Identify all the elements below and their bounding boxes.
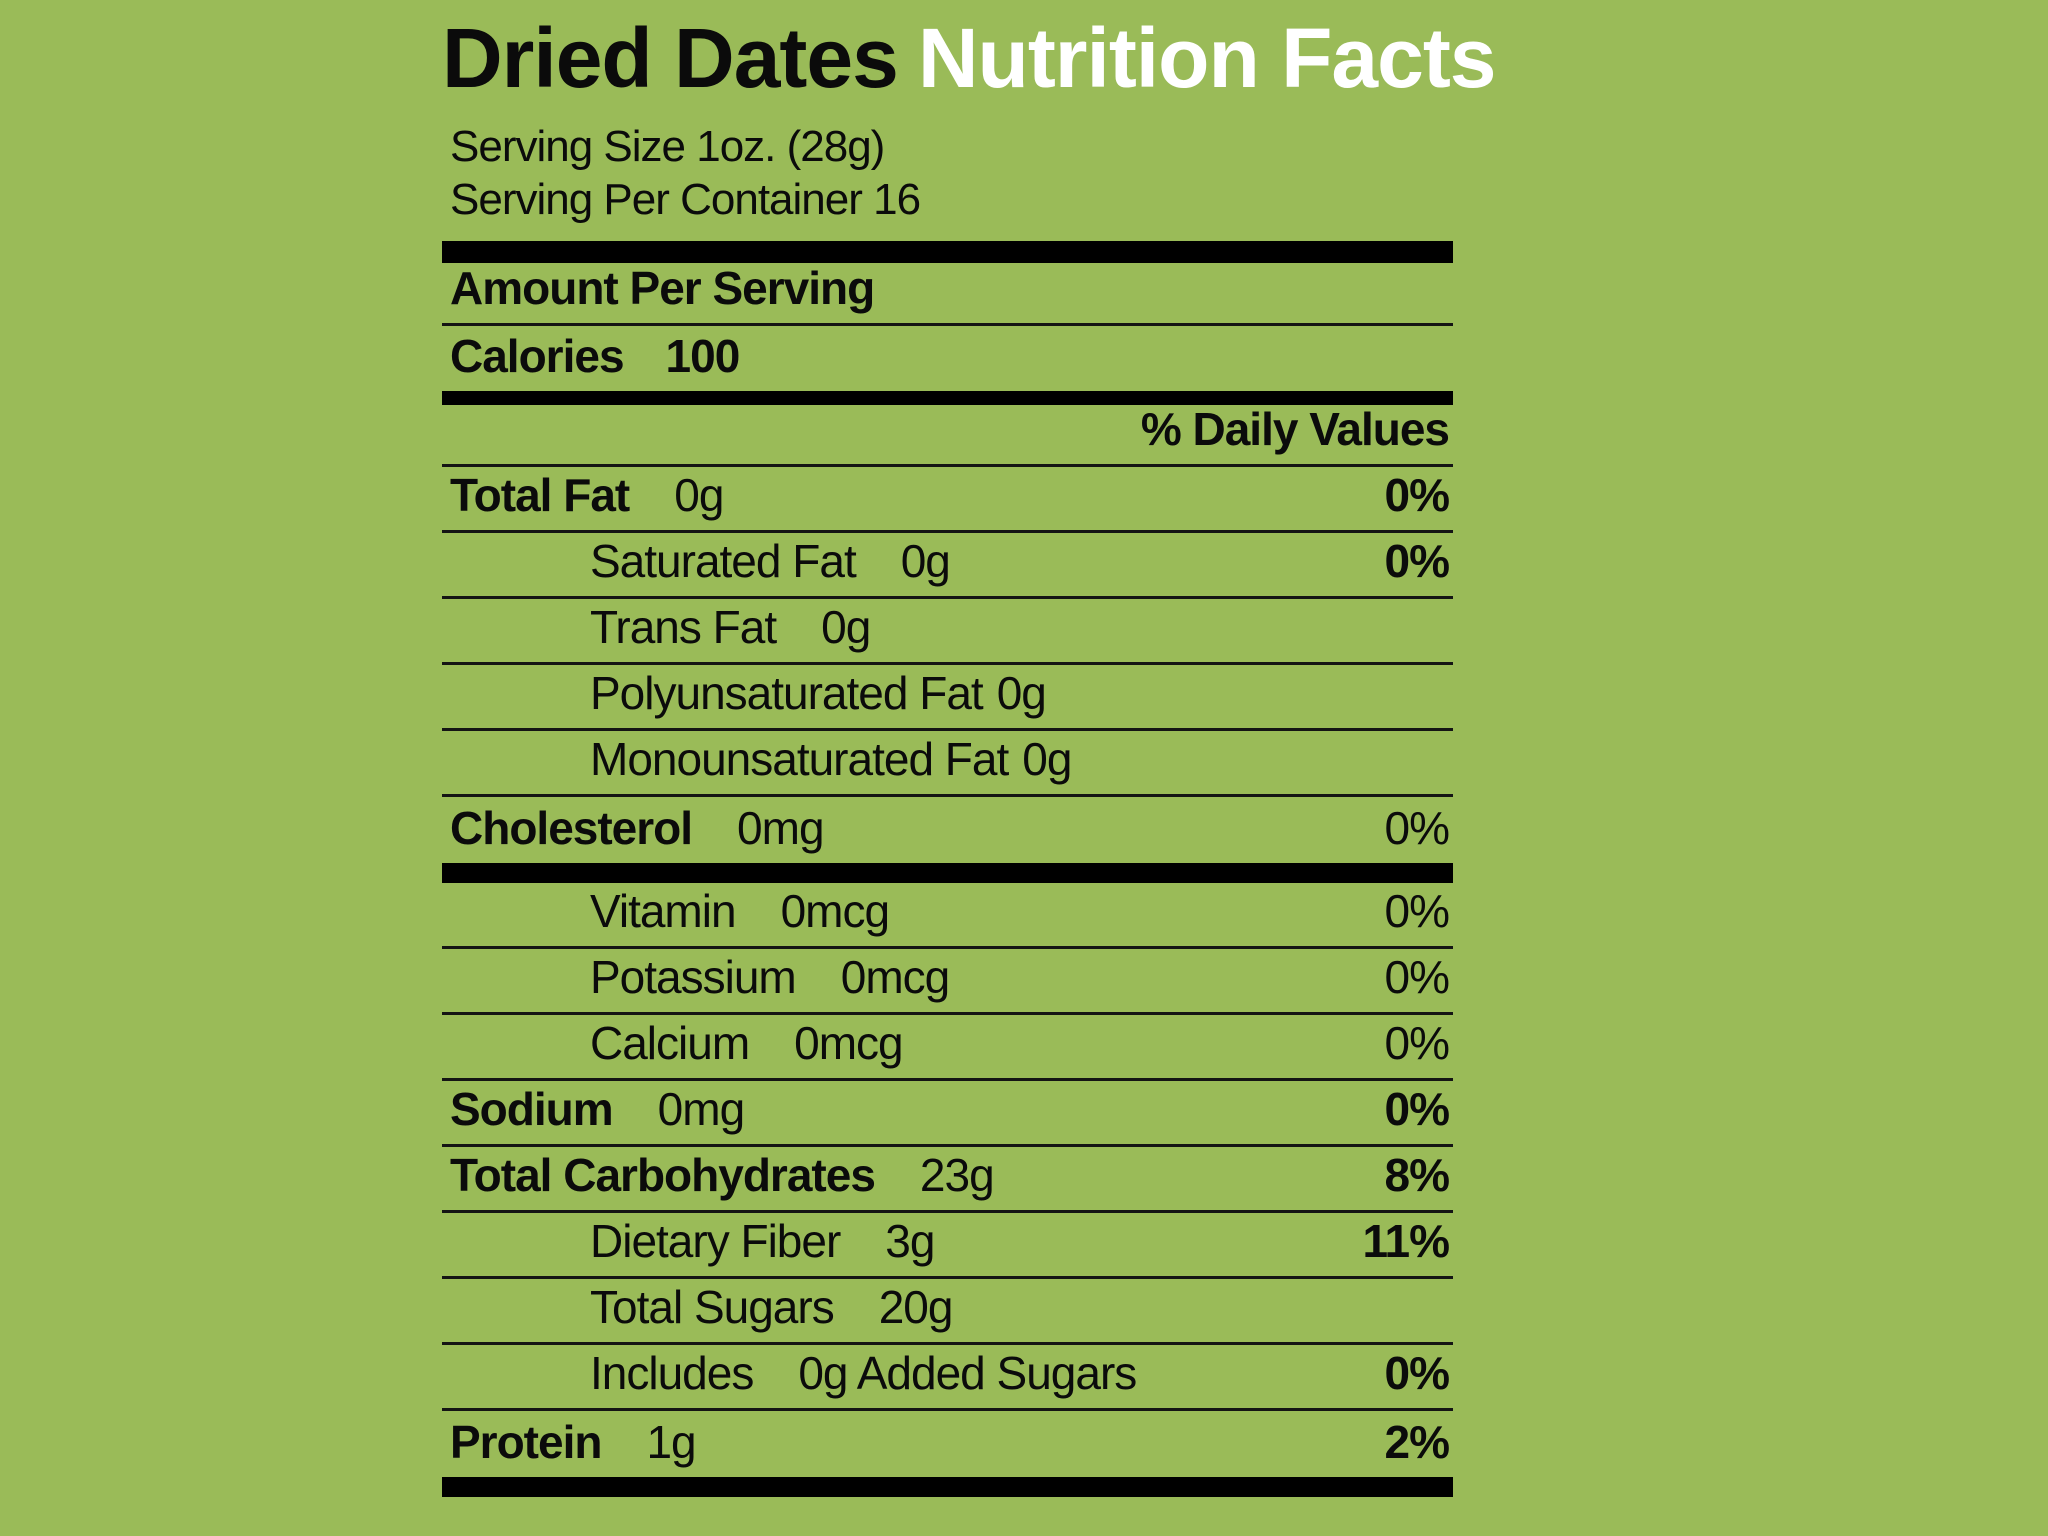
nutrient-row: Total Carbohydrates 23g 8%: [442, 1147, 1453, 1213]
nutrient-amount: 0g: [674, 469, 724, 521]
amount-per-serving-row: Amount Per Serving: [442, 262, 1453, 326]
nutrient-name: Saturated Fat: [590, 535, 857, 587]
nutrient-rows: Total Fat 0g 0% Saturated Fat 0g 0% Tran…: [442, 467, 1453, 1497]
nutrient-row: Total Fat 0g 0%: [442, 467, 1453, 533]
nutrient-amount: 0g: [996, 667, 1047, 719]
title-suffix: Nutrition Facts: [917, 11, 1497, 105]
nutrient-row: Calcium 0mcg 0%: [442, 1015, 1453, 1081]
nutrient-row: Vitamin 0mcg 0%: [442, 883, 1453, 949]
nutrient-name: Calcium: [590, 1017, 750, 1069]
nutrient-name: Vitamin: [590, 885, 737, 937]
nutrient-amount: 0mcg: [794, 1017, 903, 1069]
nutrient-name: Monounsaturated Fat: [590, 733, 1009, 785]
product-name: Dried Dates: [442, 11, 899, 105]
nutrient-row: Monounsaturated Fat 0g: [442, 731, 1453, 797]
nutrient-amount: 0mcg: [780, 885, 890, 937]
calories-value: 100: [665, 330, 741, 382]
thick-divider: [442, 863, 1453, 883]
servings-per-container: Serving Per Container 16: [450, 175, 921, 224]
nutrient-percent: 0%: [1384, 1017, 1450, 1069]
nutrient-amount: 3g: [885, 1215, 935, 1267]
nutrient-percent: 0%: [1384, 469, 1450, 521]
nutrient-percent: 2%: [1384, 1416, 1450, 1468]
nutrient-amount: 0g Added Sugars: [798, 1347, 1137, 1399]
nutrient-percent: 0%: [1384, 802, 1450, 854]
nutrient-percent: 0%: [1384, 1083, 1450, 1135]
nutrient-percent: 0%: [1384, 951, 1450, 1003]
nutrient-row: Trans Fat 0g: [442, 599, 1453, 665]
nutrient-percent: 11%: [1362, 1215, 1450, 1267]
nutrient-row: Includes 0g Added Sugars 0%: [442, 1345, 1453, 1411]
page-title: Dried Dates Nutrition Facts: [442, 11, 1497, 105]
nutrient-amount: 0mcg: [840, 951, 950, 1003]
nutrient-name: Includes: [590, 1347, 754, 1399]
nutrient-amount: 0mg: [657, 1083, 745, 1135]
nutrient-row: Cholesterol 0mg 0%: [442, 797, 1453, 863]
nutrient-name: Sodium: [450, 1083, 614, 1135]
thick-divider: [442, 241, 1453, 263]
nutrient-row: Polyunsaturated Fat 0g: [442, 665, 1453, 731]
nutrient-percent: 0%: [1384, 1347, 1450, 1399]
daily-values-header: % Daily Values: [442, 403, 1453, 467]
nutrient-row: Dietary Fiber 3g 11%: [442, 1213, 1453, 1279]
nutrient-amount: 0mg: [737, 802, 824, 854]
nutrient-row: Potassium 0mcg 0%: [442, 949, 1453, 1015]
nutrient-row: Protein 1g 2%: [442, 1411, 1453, 1477]
calories-row: Calories 100: [442, 326, 1453, 391]
nutrient-amount: 20g: [878, 1281, 954, 1333]
nutrient-percent: 0%: [1384, 535, 1450, 587]
serving-size: Serving Size 1oz. (28g): [450, 122, 885, 171]
nutrient-name: Total Sugars: [590, 1281, 835, 1333]
thick-divider: [442, 391, 1453, 405]
nutrient-name: Cholesterol: [450, 802, 693, 854]
nutrient-amount: 0g: [1022, 733, 1072, 785]
nutrient-row: Sodium 0mg 0%: [442, 1081, 1453, 1147]
serving-info: Serving Size 1oz. (28g) Serving Per Cont…: [450, 120, 1453, 226]
daily-values-label: % Daily Values: [1140, 403, 1450, 455]
calories-label: Calories: [450, 330, 625, 382]
nutrient-name: Potassium: [590, 951, 797, 1003]
nutrient-name: Trans Fat: [590, 601, 777, 653]
nutrient-name: Total Fat: [450, 469, 630, 521]
nutrient-name: Protein: [450, 1416, 602, 1468]
thick-divider: [442, 1477, 1453, 1497]
nutrient-amount: 0g: [900, 535, 951, 587]
nutrient-name: Total Carbohydrates: [450, 1149, 876, 1201]
nutrient-percent: 8%: [1384, 1149, 1450, 1201]
nutrition-facts-label: Dried Dates Nutrition Facts Serving Size …: [442, 0, 1497, 1497]
nutrient-row: Saturated Fat 0g 0%: [442, 533, 1453, 599]
nutrient-row: Total Sugars 20g: [442, 1279, 1453, 1345]
nutrient-name: Dietary Fiber: [590, 1215, 841, 1267]
nutrient-amount: 1g: [646, 1416, 696, 1468]
amount-per-serving-label: Amount Per Serving: [450, 262, 875, 314]
nutrient-name: Polyunsaturated Fat: [590, 667, 984, 719]
nutrient-percent: 0%: [1384, 885, 1450, 937]
nutrient-amount: 0g: [821, 601, 871, 653]
nutrient-amount: 23g: [919, 1149, 995, 1201]
